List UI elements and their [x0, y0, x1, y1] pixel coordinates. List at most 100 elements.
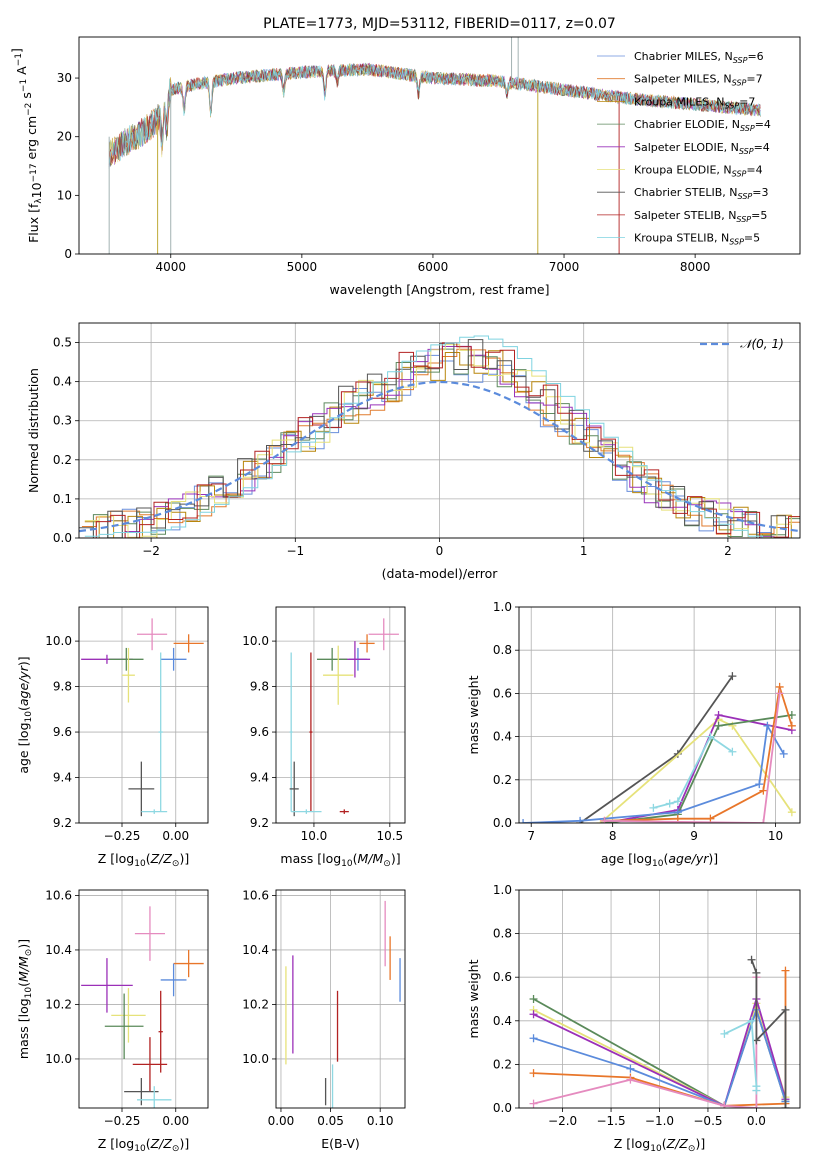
- spectrum-axes: 4000 5000 6000 7000 8000 0 10 20 30: [57, 71, 711, 274]
- y-tick-label: 0.4: [493, 1014, 512, 1028]
- spectrum-series-line: [108, 63, 761, 166]
- axis-label-part: Z [log: [98, 1136, 134, 1151]
- y-axis-label: age [log10(age/yr)]: [16, 656, 34, 773]
- y-tick-label: 9.4: [53, 771, 72, 785]
- histogram-series: [84, 350, 800, 538]
- x-tick-label: 0.05: [317, 1114, 344, 1128]
- weight-point-marker: [626, 1064, 635, 1073]
- legend-entry: Kroupa MILES, NSSP=7: [634, 95, 755, 110]
- mass_weight_vs_Z-lines: [529, 955, 790, 1108]
- y-tick-label: 9.2: [250, 816, 269, 830]
- x-axis-label: Z [log10(Z/Z⊙)]: [614, 1136, 705, 1154]
- mass_vs_EBV-axes: 0.00 0.05 0.10 10.0 10.2 10.4 10.6: [242, 888, 405, 1128]
- mass_weight_vs_age-frame: [518, 606, 801, 824]
- weight-point-marker: [600, 816, 609, 823]
- axis-label-part: (: [662, 1136, 667, 1151]
- axis-label-part: 10: [24, 987, 34, 999]
- age_vs_Z-points: [81, 618, 204, 817]
- histogram-series: [81, 342, 800, 538]
- legend-entry: Chabrier ELODIE, NSSP=4: [634, 118, 771, 133]
- y-tick-label: 0.2: [53, 453, 72, 467]
- x-axis-label: Z [log10(Z/Z⊙)]: [98, 851, 189, 869]
- mass_vs_EBV-points: [285, 900, 401, 1108]
- mass_weight_vs_age-axes: 7 8 9 10 0.0 0.2 0.4 0.6 0.8 1.0: [493, 600, 800, 843]
- weight-point-marker: [755, 780, 764, 789]
- axis-label-part: (: [16, 982, 31, 987]
- y-tick-label: 0.2: [493, 1057, 512, 1071]
- y-tick-label: 10: [57, 188, 72, 202]
- legend-sub: SSP: [732, 170, 747, 179]
- legend-sub: SSP: [738, 192, 753, 201]
- x-tick-label: 10.0: [301, 829, 328, 843]
- weight-point-marker: [728, 672, 737, 681]
- weight-point-marker: [529, 1069, 538, 1078]
- axis-label-part: )]: [16, 656, 31, 666]
- legend-value: =7: [739, 95, 755, 108]
- legend-name: Salpeter ELODIE, N: [634, 141, 739, 154]
- axis-label-part: )]: [695, 1136, 705, 1151]
- y-tick-label: 10.6: [242, 888, 269, 902]
- y-axis-label-part: −17: [29, 163, 39, 182]
- x-tick-label: 5000: [287, 260, 318, 274]
- x-tick-label: 0.00: [162, 829, 189, 843]
- age_vs_Z-frame: [78, 606, 209, 824]
- axis-label-part: (: [16, 706, 31, 711]
- weight-point-marker: [626, 1075, 635, 1084]
- legend-value: =6: [747, 50, 763, 63]
- mass_weight_vs_age-lines: [519, 672, 796, 823]
- axis-label-part: ⊙: [24, 949, 34, 957]
- histogram-steps: [79, 335, 800, 538]
- x-tick-label: −2.0: [548, 1114, 577, 1128]
- axis-label-part: 10: [652, 859, 664, 869]
- axis-label-part: 10: [24, 711, 34, 723]
- mass_vs_Z-frame: [78, 889, 209, 1109]
- weight-series-line: [604, 693, 781, 823]
- axis-label-part: age [log: [16, 722, 31, 773]
- x-axis-label: Z [log10(Z/Z⊙)]: [98, 1136, 189, 1154]
- axis-label-part: (: [146, 1136, 151, 1151]
- weight-series-line: [604, 714, 793, 823]
- y-axis-label-part: s: [19, 92, 34, 103]
- weight-point-marker: [759, 819, 768, 823]
- legend-value: =4: [746, 164, 762, 177]
- y-tick-label: 9.6: [53, 725, 72, 739]
- y-tick-label: 0.8: [493, 643, 512, 657]
- legend-sub: SSP: [740, 124, 755, 133]
- mass_vs_EBV-frame: [275, 889, 406, 1109]
- legend-entry: 𝒩(0, 1): [740, 337, 784, 351]
- x-tick-label: 1: [580, 544, 588, 558]
- axis-label-part: ⊙: [383, 859, 391, 869]
- weight-point-marker: [759, 786, 768, 795]
- axis-label-part: age/yr: [668, 851, 709, 866]
- y-axis-label-part: −1: [14, 53, 24, 66]
- x-axis-label: mass [log10(M/M⊙)]: [280, 851, 400, 869]
- axis-label-part: age/yr: [16, 665, 31, 706]
- legend-value: =5: [751, 209, 767, 222]
- weight-point-marker: [673, 797, 682, 806]
- y-tick-label: 0.1: [53, 492, 72, 506]
- weight-point-marker: [529, 1010, 538, 1019]
- weight-series-line: [533, 995, 787, 1108]
- x-tick-label: 0.00: [268, 1114, 295, 1128]
- axis-label-part: ⊙: [172, 1144, 180, 1154]
- legend-name: Chabrier MILES, N: [634, 50, 733, 63]
- weight-point-marker: [649, 803, 658, 812]
- axis-label-part: age [log: [601, 851, 652, 866]
- y-axis-label-part: Flux [f: [26, 203, 41, 243]
- y-tick-label: 0.0: [493, 1101, 512, 1115]
- legend-sub: SSP: [739, 147, 754, 156]
- y-tick-label: 10.4: [45, 943, 72, 957]
- legend-value: =4: [754, 141, 770, 154]
- x-tick-label: 2: [724, 544, 732, 558]
- x-tick-label: 4000: [155, 260, 186, 274]
- y-tick-label: 10.0: [242, 634, 269, 648]
- legend-sub: SSP: [724, 101, 739, 110]
- weight-point-marker: [752, 968, 761, 977]
- y-tick-label: 10.0: [45, 634, 72, 648]
- axis-label-part: Z/Z: [150, 1136, 173, 1151]
- x-tick-label: −0.5: [693, 1114, 722, 1128]
- axis-label-part: 10: [134, 1144, 146, 1154]
- y-axis-label-part: ]: [9, 48, 24, 53]
- y-axis-label: Normed distribution: [26, 368, 41, 493]
